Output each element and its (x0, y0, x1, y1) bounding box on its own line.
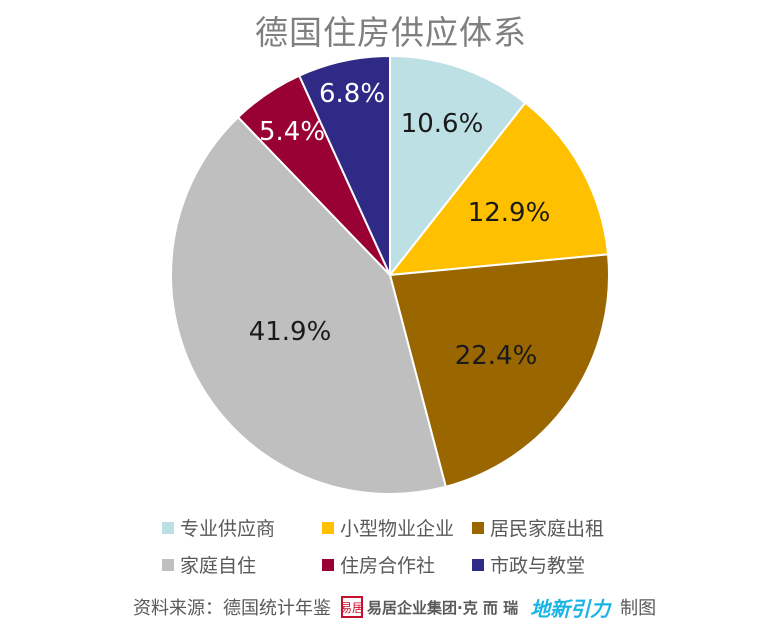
data-label-1: 10.6% (401, 109, 484, 139)
chart-title: 德国住房供应体系 (255, 13, 527, 52)
legend-item-5: 住房合作社 (322, 551, 472, 578)
eju-logo-text: 易居企业集团·克 而 瑞 (367, 598, 519, 617)
data-label-6: 6.8% (319, 79, 385, 109)
legend-item-3: 居民家庭出租 (472, 514, 662, 541)
pie-slice-3 (388, 253, 610, 488)
legend-swatch (322, 558, 334, 571)
legend-swatch (162, 558, 174, 571)
pie-slice-2 (387, 101, 610, 277)
data-label-3: 22.4% (455, 341, 538, 371)
data-label-2: 12.9% (468, 198, 551, 228)
legend-item-1: 专业供应商 (162, 514, 322, 541)
made-by-label: 制图 (620, 598, 657, 619)
legend-label: 专业供应商 (180, 518, 276, 540)
dixinyinli-logo: 地新引力 (530, 596, 611, 621)
legend-label: 家庭自住 (180, 555, 257, 577)
legend-item-6: 市政与教堂 (472, 551, 662, 578)
legend: 专业供应商 小型物业企业 居民家庭出租家庭自住 住房合作社 市政与教堂 (162, 514, 662, 578)
legend-swatch (322, 521, 334, 534)
legend-label: 居民家庭出租 (490, 518, 605, 540)
data-label-4: 41.9% (249, 317, 332, 347)
source-note: 资料来源：德国统计年鉴 (133, 598, 331, 619)
legend-label: 小型物业企业 (340, 518, 455, 540)
legend-swatch (472, 558, 484, 571)
pie-chart: 10.6% 12.9% 22.4% 41.9% 5.4% 6.8% (170, 54, 610, 495)
legend-label: 住房合作社 (340, 555, 436, 577)
pie-slice-4 (170, 115, 448, 495)
pie-slice-1 (389, 54, 527, 278)
legend-item-4: 家庭自住 (162, 551, 322, 578)
footer: 资料来源：德国统计年鉴 易居 易居企业集团·克 而 瑞 地新引力 制图 (133, 594, 657, 621)
legend-swatch (472, 521, 484, 534)
data-label-5: 5.4% (259, 117, 325, 147)
pie-slice-6 (297, 54, 391, 276)
eju-logo-icon: 易居 (340, 596, 364, 618)
legend-item-2: 小型物业企业 (322, 514, 472, 541)
legend-swatch (162, 521, 174, 534)
legend-label: 市政与教堂 (490, 555, 586, 577)
